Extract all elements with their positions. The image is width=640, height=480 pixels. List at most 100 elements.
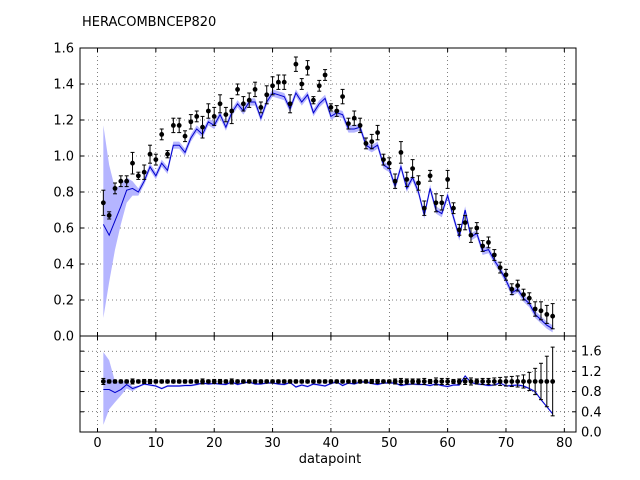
data-point [124,379,130,384]
data-point [211,114,217,119]
data-point [276,79,281,85]
y-tick-label: 0.4 [581,405,602,420]
data-point [281,79,287,85]
data-point [427,379,433,384]
data-point [264,92,270,98]
data-point [217,101,223,107]
data-point [381,379,386,384]
data-point [416,180,421,186]
data-point [526,295,532,301]
data-point [194,114,200,119]
data-point [404,379,410,384]
data-point [305,65,310,71]
data-point [439,379,445,384]
data-point [112,379,118,384]
data-point [223,112,229,117]
data-point [205,108,211,114]
data-point [521,292,526,297]
data-point [386,160,392,166]
data-point [381,157,386,163]
data-point [532,306,538,312]
data-point [130,160,135,166]
x-tick-label: 10 [148,436,165,451]
data-point [305,379,310,384]
data-point [346,379,351,384]
data-point [497,379,503,384]
y-tick-label: 0.6 [53,222,74,237]
data-point [462,220,468,226]
data-point [427,173,433,179]
data-point [112,186,118,191]
data-point [357,379,363,384]
y-tick-label: 0.8 [53,186,74,201]
data-point [550,379,556,384]
data-point [293,379,299,384]
data-point [439,200,445,206]
data-point [130,379,135,384]
x-axis-label: datapoint [298,452,362,467]
data-point [351,379,357,384]
data-point [106,379,112,384]
data-point [468,232,474,238]
y-tick-label: 0.0 [581,426,602,441]
data-point [462,379,468,384]
data-point [170,379,176,384]
data-point [211,379,217,384]
data-point [240,101,246,107]
data-point [252,379,258,384]
chart-title: HERACOMBNCEP820 [82,15,217,30]
x-tick-label: 40 [323,436,340,451]
data-point [322,379,328,384]
data-point [176,379,182,384]
data-point [182,133,188,139]
data-point [270,83,275,89]
data-point [276,379,281,384]
data-point [188,119,194,125]
data-point [299,81,305,87]
data-point [421,205,427,211]
data-point [328,105,334,110]
data-point [258,105,264,110]
data-point [229,108,235,114]
data-point [509,379,515,384]
data-point [363,141,369,146]
y-tick-label: 1.4 [53,78,74,93]
data-point [311,379,316,384]
data-point [170,123,176,128]
y-tick-label: 1.0 [53,150,74,165]
y-tick-label: 1.6 [581,345,602,360]
theory-uncertainty-band [103,89,553,333]
data-point [392,178,398,184]
data-point [375,379,380,384]
data-point [159,132,165,137]
data-point [474,379,480,384]
data-point [486,379,491,384]
data-point [316,379,322,384]
data-point [311,97,316,103]
data-point [141,169,147,175]
data-point [194,379,200,384]
data-point [328,379,334,384]
data-point [404,177,410,182]
data-point [392,379,398,384]
data-point [200,379,205,384]
data-point [100,379,106,384]
data-point [538,308,544,314]
data-point [316,83,322,89]
ratio-panel: 0 10 20 30 40 50 60 70 80 0.0 0.4 0.8 1.2 1.6 [79,335,602,451]
data-point [322,72,328,78]
theory-line [102,91,553,330]
y-tick-label: 1.2 [53,114,74,129]
data-point [270,379,275,384]
data-point [497,265,503,270]
data-point [182,379,188,384]
y-tick-label: 0.2 [53,294,74,309]
data-point [526,379,532,384]
data-point [346,121,351,126]
data-point [509,286,515,292]
data-point [147,379,153,384]
data-point [252,87,258,92]
theory-uncertainty-band [103,352,553,425]
y-tick-label: 1.6 [53,42,74,57]
